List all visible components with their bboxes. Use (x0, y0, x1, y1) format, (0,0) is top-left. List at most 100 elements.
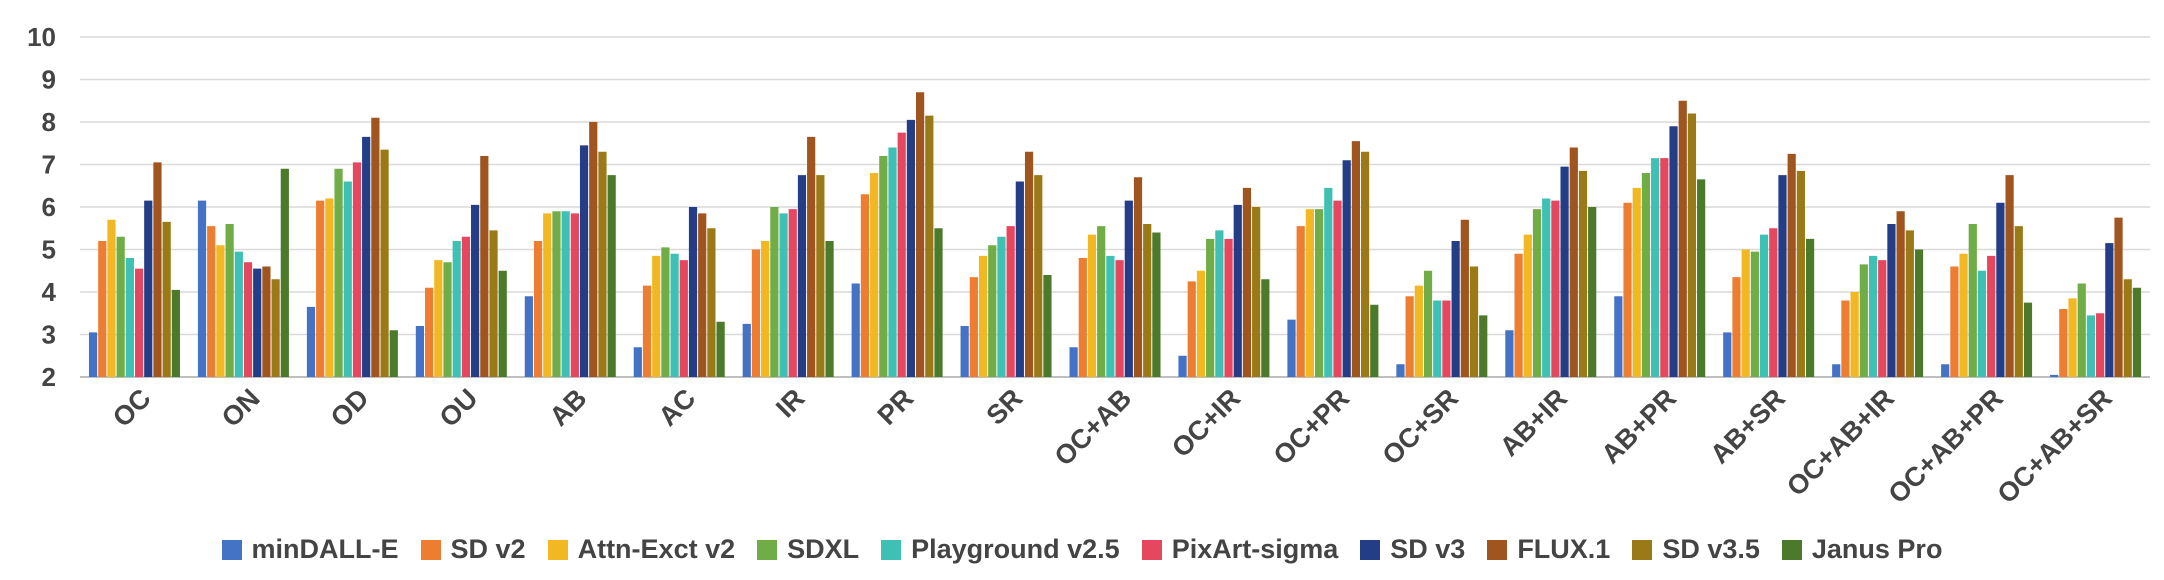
bar-ou-mindall-e (415, 326, 425, 377)
legend-swatch (1360, 539, 1381, 560)
bar-on-sd-v2 (207, 226, 216, 378)
bar-oc-pr-janus-pro (1370, 304, 1379, 377)
bar-ab-ir-pixart-sigma (1551, 200, 1560, 377)
bar-oc-playground-v2-5 (125, 258, 134, 377)
x-tick-label: SR (981, 383, 1029, 431)
x-tick-label: OC+AB+SR (1992, 383, 2118, 509)
bar-ab-sdxl (552, 211, 561, 377)
legend-label: Attn-Exct v2 (577, 534, 736, 564)
bar-oc-pr-sd-v2 (1296, 226, 1305, 378)
x-tick-label: OC+IR (1166, 383, 1246, 463)
bar-ab-sr-sd-v3-5 (1796, 170, 1805, 377)
bar-od-mindall-e (306, 306, 316, 378)
y-tick-label: 8 (42, 107, 56, 137)
bar-pr-sd-v2 (860, 194, 870, 377)
bar-oc-flux-1 (153, 162, 162, 378)
bar-pr-sd-v3-5 (925, 115, 934, 378)
bar-ab-sr-playground-v2-5 (1759, 234, 1769, 377)
legend-swatch (757, 539, 778, 560)
bar-oc-pr-pixart-sigma (1333, 200, 1342, 377)
bar-pr-sd-v3 (906, 119, 916, 378)
x-tick-label: OC+AB+IR (1781, 383, 1900, 502)
bar-ab-ir-mindall-e (1505, 330, 1514, 377)
bar-ac-sd-v3-5 (707, 228, 716, 377)
bar-ir-sdxl (770, 207, 779, 377)
bar-ab-ir-sd-v2 (1514, 253, 1523, 377)
bar-pr-pixart-sigma (897, 132, 906, 378)
x-tick-label: AB+PR (1596, 383, 1682, 469)
bar-ac-playground-v2-5 (670, 253, 679, 377)
bar-oc-sdxl (116, 236, 125, 377)
bar-sr-janus-pro (1043, 275, 1052, 377)
bar-oc-ir-sdxl (1206, 238, 1215, 378)
legend-label: SDXL (787, 534, 860, 564)
bar-oc-sd-v2 (98, 241, 107, 377)
legend-item: FLUX.1 (1487, 534, 1610, 565)
bar-sr-attn-exct-v2 (978, 255, 988, 378)
bar-oc-ab-sr-attn-exct-v2 (2068, 298, 2077, 378)
bar-oc-ir-mindall-e (1178, 355, 1187, 377)
bar-oc-ab-mindall-e (1069, 347, 1078, 377)
bar-ab-sr-sdxl (1750, 251, 1759, 378)
legend-label: PixArt-sigma (1171, 534, 1339, 564)
bar-ab-pr-janus-pro (1697, 179, 1706, 377)
bar-oc-ir-pixart-sigma (1224, 238, 1233, 378)
bar-on-pixart-sigma (243, 262, 253, 377)
bar-oc-ab-ir-sd-v3 (1887, 224, 1896, 377)
bar-oc-ab-pr-flux-1 (2005, 175, 2014, 378)
legend-swatch (1141, 539, 1162, 560)
bar-oc-sr-mindall-e (1396, 364, 1405, 377)
x-tick-label: OU (434, 383, 484, 433)
x-tick-label: OC+AB+PR (1883, 383, 2009, 509)
bar-ab-sr-flux-1 (1787, 153, 1796, 378)
bar-ab-mindall-e (524, 296, 533, 377)
bar-ab-ir-sdxl (1532, 209, 1542, 378)
x-tick-label: AB+IR (1494, 383, 1573, 462)
bar-ab-ir-sd-v3-5 (1578, 170, 1588, 377)
bar-on-playground-v2-5 (234, 251, 243, 378)
bar-ac-sd-v3 (688, 207, 698, 377)
x-tick-label: IR (770, 383, 810, 423)
bar-oc-ab-pr-sdxl (1968, 224, 1977, 377)
x-axis-labels: OC ON OD OU AB AC IR PR SR OC+AB OC+IR OC+PR OC+SR AB… (107, 383, 2118, 509)
bar-oc-ab-janus-pro (1152, 232, 1161, 377)
bar-oc-attn-exct-v2 (107, 219, 116, 377)
bar-oc-ab-sr-pixart-sigma (2096, 313, 2105, 377)
x-tick-label: AB+SR (1704, 383, 1790, 469)
x-tick-label: OC+PR (1268, 383, 1356, 471)
bar-oc-ab-ir-sdxl (1859, 264, 1868, 378)
bar-sr-playground-v2-5 (997, 236, 1006, 377)
bar-ir-flux-1 (807, 136, 816, 377)
bar-oc-ab-pr-mindall-e (1941, 364, 1950, 377)
bar-ab-sr-sd-v3 (1778, 175, 1787, 378)
bar-od-attn-exct-v2 (325, 198, 334, 377)
bar-oc-ab-sd-v2 (1078, 258, 1087, 377)
legend-item: SD v3 (1360, 534, 1465, 565)
y-tick-label: 10 (27, 22, 56, 52)
bar-on-janus-pro (280, 168, 289, 377)
legend-swatch (1781, 539, 1802, 560)
bar-ab-ir-playground-v2-5 (1542, 198, 1551, 377)
legend-label: FLUX.1 (1517, 534, 1611, 564)
bar-ab-sr-attn-exct-v2 (1741, 249, 1750, 377)
y-tick-label: 2 (42, 362, 56, 392)
bar-ac-janus-pro (716, 321, 725, 377)
bar-oc-ab-flux-1 (1133, 177, 1143, 377)
legend-swatch (221, 539, 242, 560)
bar-od-sd-v2 (316, 200, 325, 377)
bar-oc-pr-mindall-e (1287, 319, 1296, 378)
bar-od-sdxl (334, 168, 343, 377)
bar-oc-ab-sr-sd-v3 (2105, 243, 2114, 377)
bar-ab-pr-mindall-e (1614, 296, 1623, 377)
x-tick-label: OC+AB (1049, 383, 1138, 472)
bar-ab-sd-v2 (533, 241, 543, 377)
bar-ac-sdxl (661, 247, 670, 378)
bar-oc-ab-ir-sd-v2 (1841, 300, 1850, 377)
bar-ou-pixart-sigma (461, 236, 471, 377)
legend-label: SD v2 (450, 534, 526, 564)
bar-pr-janus-pro (934, 228, 943, 377)
legend-label: SD v3 (1390, 534, 1466, 564)
x-tick-label: OC (107, 383, 157, 433)
